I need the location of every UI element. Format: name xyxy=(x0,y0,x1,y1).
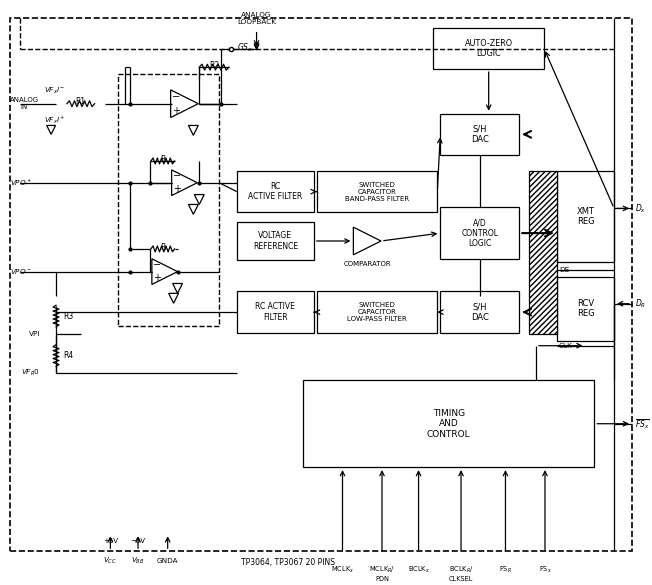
Bar xyxy=(440,208,519,259)
Text: ANALOG
IN: ANALOG IN xyxy=(10,97,38,110)
Text: FS$_R$: FS$_R$ xyxy=(499,565,512,575)
Text: A/D
CONTROL
LOGIC: A/D CONTROL LOGIC xyxy=(462,218,498,248)
Text: DE: DE xyxy=(559,267,569,273)
Bar xyxy=(440,113,519,155)
Bar xyxy=(237,171,314,212)
Text: MCLK$_x$: MCLK$_x$ xyxy=(331,565,354,575)
Text: ANALOG
LOOPBACK: ANALOG LOOPBACK xyxy=(237,12,276,25)
Text: SWITCHED
CAPACITOR
BAND-PASS FILTER: SWITCHED CAPACITOR BAND-PASS FILTER xyxy=(345,181,409,202)
Text: +: + xyxy=(153,273,161,283)
Text: −: − xyxy=(171,92,180,102)
Bar xyxy=(237,291,314,333)
Bar xyxy=(303,380,595,467)
Bar xyxy=(557,171,614,261)
Text: $GS_x$: $GS_x$ xyxy=(237,41,253,54)
Polygon shape xyxy=(188,125,198,135)
Text: GNDA: GNDA xyxy=(157,558,179,564)
Text: BCLK$_R$/
CLKSEL: BCLK$_R$/ CLKSEL xyxy=(449,565,473,582)
Bar xyxy=(237,222,314,260)
Text: $D_x$: $D_x$ xyxy=(635,202,646,215)
Text: −: − xyxy=(173,171,181,181)
Polygon shape xyxy=(173,284,183,293)
Text: $D_R$: $D_R$ xyxy=(635,297,646,310)
Text: $V_{BB}$: $V_{BB}$ xyxy=(131,556,145,566)
Bar xyxy=(317,291,437,333)
Polygon shape xyxy=(47,125,55,135)
Text: TP3064, TP3067 20 PINS: TP3064, TP3067 20 PINS xyxy=(241,559,335,567)
Polygon shape xyxy=(188,204,198,214)
Text: RC
ACTIVE FILTER: RC ACTIVE FILTER xyxy=(248,182,303,201)
Text: VPI: VPI xyxy=(29,331,41,337)
Polygon shape xyxy=(169,293,179,303)
Text: MCLK$_R$/
PDN: MCLK$_R$/ PDN xyxy=(369,565,395,582)
Text: $VF_xI^-$: $VF_xI^-$ xyxy=(44,86,66,96)
Text: S/H
DAC: S/H DAC xyxy=(471,125,489,144)
Text: $\overline{FS_x}$: $\overline{FS_x}$ xyxy=(635,417,649,431)
Text: $V_{CC}$: $V_{CC}$ xyxy=(104,556,117,566)
Text: R: R xyxy=(160,243,166,252)
Text: R2: R2 xyxy=(209,61,219,70)
Polygon shape xyxy=(152,259,177,284)
Text: COMPARATOR: COMPARATOR xyxy=(344,261,391,267)
Text: RC ACTIVE
FILTER: RC ACTIVE FILTER xyxy=(256,302,295,322)
Bar xyxy=(118,74,219,326)
Text: SWITCHED
CAPACITOR
LOW-PASS FILTER: SWITCHED CAPACITOR LOW-PASS FILTER xyxy=(348,302,407,322)
Text: +: + xyxy=(171,106,179,116)
Polygon shape xyxy=(171,90,198,118)
Text: XMT
REG: XMT REG xyxy=(576,207,595,226)
Bar xyxy=(557,277,614,340)
Polygon shape xyxy=(171,170,198,195)
Text: +5V: +5V xyxy=(103,538,118,544)
Bar xyxy=(529,171,557,334)
Text: R1: R1 xyxy=(76,97,86,106)
Text: VOLTAGE
REFERENCE: VOLTAGE REFERENCE xyxy=(253,231,298,251)
Bar xyxy=(440,291,519,333)
Text: $VF_R0$: $VF_R0$ xyxy=(22,368,40,378)
Polygon shape xyxy=(194,195,204,204)
Polygon shape xyxy=(353,227,381,255)
Text: CLK: CLK xyxy=(559,343,572,349)
Text: $VPO^+$: $VPO^+$ xyxy=(10,178,32,188)
Text: AUTO-ZERO
LOGIC: AUTO-ZERO LOGIC xyxy=(465,39,512,58)
Text: R4: R4 xyxy=(63,351,73,360)
Text: FS$_x$: FS$_x$ xyxy=(539,565,552,575)
Text: −5V: −5V xyxy=(130,538,145,544)
Text: R: R xyxy=(160,155,166,164)
Text: −: − xyxy=(153,260,161,270)
Text: R3: R3 xyxy=(63,312,73,321)
Text: TIMING
AND
CONTROL: TIMING AND CONTROL xyxy=(427,409,471,439)
Text: BCLK$_x$: BCLK$_x$ xyxy=(408,565,430,575)
Text: +: + xyxy=(173,184,181,194)
Text: $VF_xI^+$: $VF_xI^+$ xyxy=(44,115,66,126)
Text: RCV
REG: RCV REG xyxy=(576,299,594,318)
Bar xyxy=(434,27,544,69)
Bar xyxy=(317,171,437,212)
Text: $VPO^-$: $VPO^-$ xyxy=(10,267,32,276)
Text: S/H
DAC: S/H DAC xyxy=(471,302,489,322)
